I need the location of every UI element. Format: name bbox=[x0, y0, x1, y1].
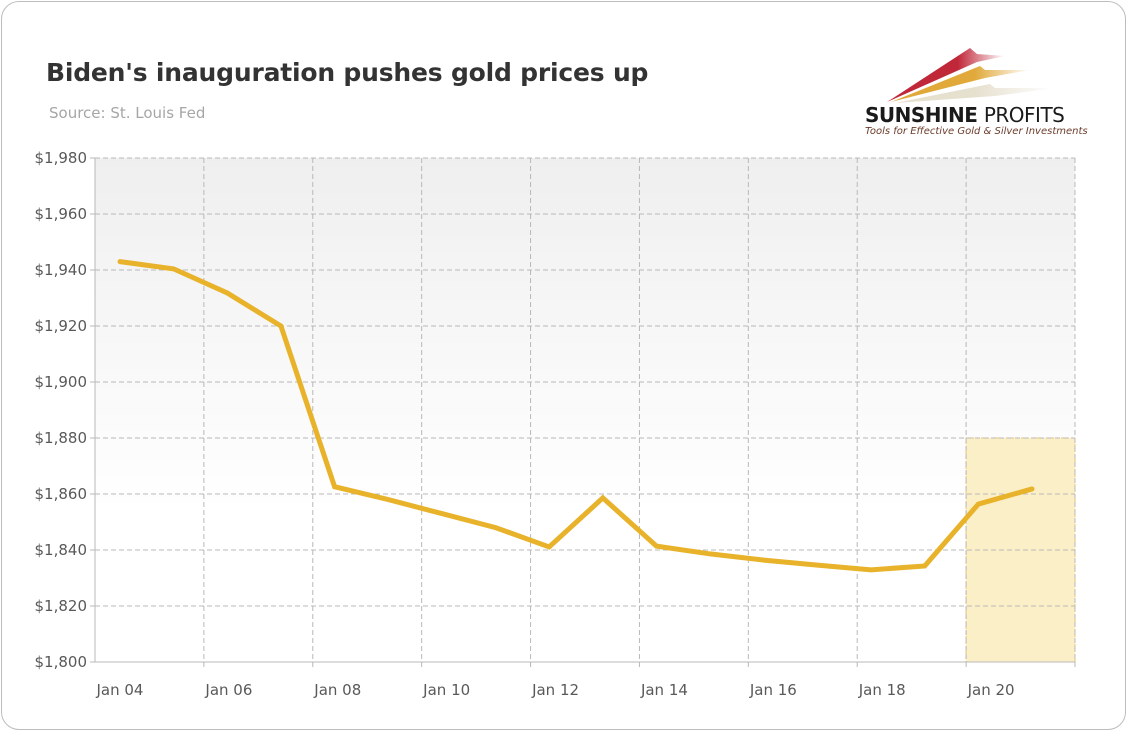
y-tick-label: $1,960 bbox=[35, 205, 88, 223]
logo-tagline: Tools for Effective Gold & Silver Invest… bbox=[865, 126, 1088, 137]
x-tick-label: Jan 18 bbox=[858, 681, 906, 699]
y-tick-label: $1,920 bbox=[35, 317, 88, 335]
logo-rays-icon bbox=[887, 48, 1055, 103]
plot-area bbox=[95, 158, 1075, 662]
y-tick-label: $1,900 bbox=[35, 373, 88, 391]
y-tick-label: $1,840 bbox=[35, 541, 88, 559]
chart-source: Source: St. Louis Fed bbox=[49, 104, 206, 122]
y-tick-label: $1,860 bbox=[35, 485, 88, 503]
y-tick-label: $1,980 bbox=[35, 149, 88, 167]
gold-price-line bbox=[117, 259, 1035, 573]
x-tick-label: Jan 08 bbox=[313, 681, 361, 699]
y-tick-label: $1,940 bbox=[35, 261, 88, 279]
y-tick-label: $1,880 bbox=[35, 429, 88, 447]
sunshine-profits-logo: SUNSHINE PROFITS Tools for Effective Gol… bbox=[855, 40, 1105, 150]
x-tick-label: Jan 04 bbox=[96, 681, 144, 699]
y-tick-label: $1,800 bbox=[35, 653, 88, 671]
logo-name-bold: SUNSHINE bbox=[865, 103, 978, 127]
x-tick-label: Jan 10 bbox=[422, 681, 470, 699]
x-tick-label: Jan 06 bbox=[204, 681, 252, 699]
x-tick-label: Jan 16 bbox=[749, 681, 797, 699]
chart-title: Biden's inauguration pushes gold prices … bbox=[46, 58, 649, 87]
x-tick-label: Jan 20 bbox=[967, 681, 1015, 699]
x-tick-label: Jan 12 bbox=[531, 681, 579, 699]
x-tick-label: Jan 14 bbox=[640, 681, 688, 699]
logo-name-light: PROFITS bbox=[983, 103, 1065, 127]
y-tick-label: $1,820 bbox=[35, 597, 88, 615]
